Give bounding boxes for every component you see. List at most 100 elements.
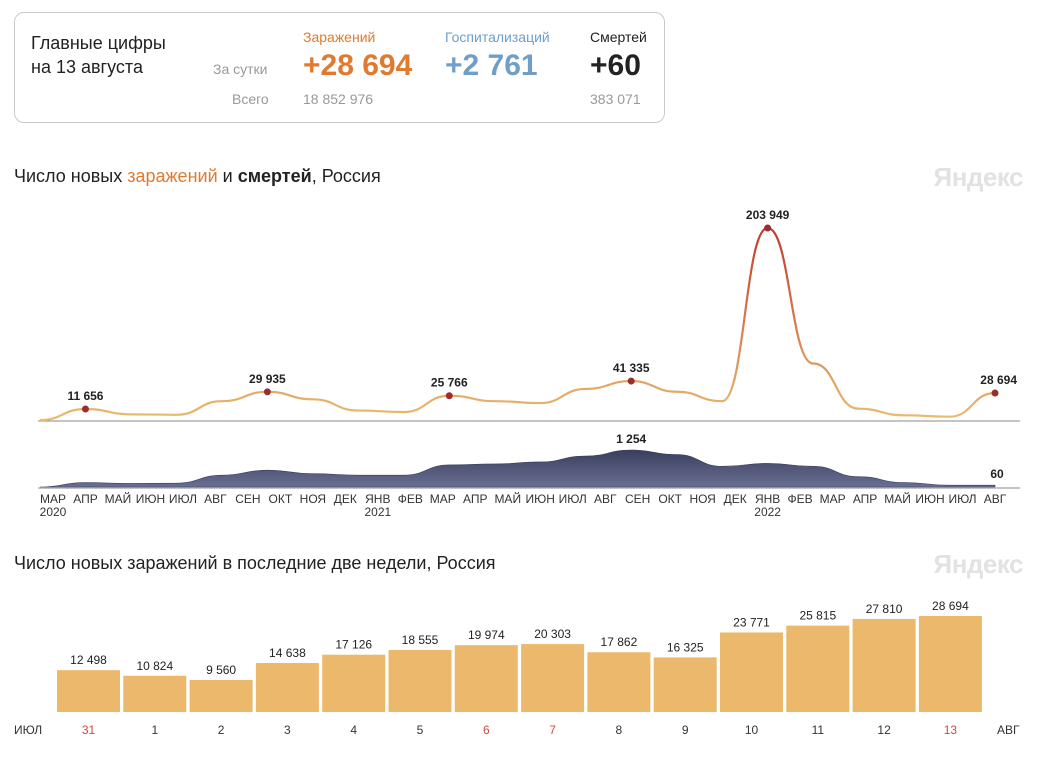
- day-tick-label: 4: [350, 723, 357, 737]
- month-tick-label: ИЮЛ: [169, 492, 197, 506]
- month-tick-label: МАР: [820, 492, 846, 506]
- row-total-label: Всего: [232, 91, 269, 107]
- month-tick-label: ОКТ: [269, 492, 293, 506]
- deaths-area: [39, 449, 996, 488]
- day-tick-label: 3: [284, 723, 291, 737]
- month-tick-label: НОЯ: [689, 492, 715, 506]
- month-tick-label: МАЙ: [105, 491, 132, 506]
- month-tick-label: ДЕК: [724, 492, 747, 506]
- yandex-logo-2: Яндекс: [933, 549, 1024, 579]
- infections-peak-label: 25 766: [431, 376, 468, 390]
- year-tick-label: 2021: [364, 505, 391, 519]
- month-tick-label: АПР: [73, 492, 98, 506]
- bar-value-label: 23 771: [733, 615, 770, 629]
- infections-peak-label: 203 949: [746, 208, 790, 222]
- chart1-title-part3: и: [217, 166, 238, 186]
- bar-value-label: 19 974: [468, 628, 505, 642]
- hospitalizations-label: Госпитализаций: [445, 29, 550, 45]
- bar: [388, 649, 452, 712]
- month-tick-label: АПР: [463, 492, 488, 506]
- day-tick-label: 12: [877, 723, 891, 737]
- bar: [454, 645, 518, 712]
- bar-value-label: 18 555: [402, 633, 439, 647]
- bar-value-label: 17 126: [335, 638, 372, 652]
- month-tick-label: ЯНВ: [365, 492, 390, 506]
- bar-value-label: 27 810: [866, 602, 903, 616]
- infections-peak-marker: [81, 405, 89, 413]
- chart1-title: Число новых заражений и смертей, Россия: [14, 166, 381, 187]
- month-tick-label: МАР: [430, 492, 456, 506]
- day-tick-label: 8: [616, 723, 623, 737]
- month-tick-label: АПР: [853, 492, 878, 506]
- bar-value-label: 12 498: [70, 653, 107, 667]
- infections-peak-label: 28 694: [980, 373, 1017, 387]
- month-tick-label: НОЯ: [300, 492, 326, 506]
- infections-line: [39, 226, 996, 422]
- bar: [322, 654, 386, 712]
- deaths-peak-label: 1 254: [616, 432, 646, 446]
- chart1-title-part5: , Россия: [311, 166, 381, 186]
- month-tick-label: ДЕК: [334, 492, 357, 506]
- bar: [786, 625, 850, 712]
- chart2-title: Число новых заражений в последние две не…: [14, 553, 496, 573]
- infections-peak-label: 29 935: [249, 372, 286, 386]
- infections-label: Заражений: [303, 29, 376, 45]
- bar-value-label: 10 824: [136, 659, 173, 673]
- infections-peak-marker: [627, 377, 635, 385]
- bar: [189, 680, 253, 712]
- month-tick-label: АВГ: [204, 492, 227, 506]
- chart1-title-infections: заражений: [127, 166, 218, 186]
- bar: [653, 657, 717, 712]
- two-week-bar-chart: 12 498 31 10 824 1 9 560 2 14 638 3 17 126 4 18 55…: [14, 599, 1020, 737]
- bar: [255, 663, 319, 712]
- month-tick-label: ЯНВ: [755, 492, 780, 506]
- month-left-label: ИЮЛ: [14, 723, 42, 737]
- infections-peak-label: 41 335: [613, 361, 650, 375]
- infections-deaths-chart: 11 656 29 935 25 766 41 335 203 949 28 694 1 …: [38, 208, 1020, 519]
- bar: [57, 670, 120, 712]
- month-tick-label: СЕН: [625, 492, 650, 506]
- bars-layer: 12 498 31 10 824 1 9 560 2 14 638 3 17 126 4 18 55…: [14, 599, 1020, 737]
- bar: [123, 675, 187, 712]
- month-tick-label: ИЮЛ: [559, 492, 587, 506]
- month-right-label: АВГ: [997, 723, 1020, 737]
- deaths-day-value: +60: [590, 49, 641, 82]
- yandex-logo-1: Яндекс: [933, 162, 1024, 192]
- chart1-title-deaths: смертей: [237, 166, 312, 186]
- bar: [587, 652, 651, 712]
- bar-value-label: 25 815: [799, 609, 836, 623]
- bar-value-label: 16 325: [667, 640, 704, 654]
- month-tick-label: ОКТ: [658, 492, 682, 506]
- bar-value-label: 9 560: [206, 663, 236, 677]
- summary-headline: Главные цифры на 13 августа: [31, 31, 166, 79]
- month-tick-label: СЕН: [235, 492, 260, 506]
- bar: [720, 632, 783, 712]
- infections-peak-marker: [445, 392, 453, 400]
- day-tick-label: 1: [151, 723, 158, 737]
- month-tick-label: ИЮН: [136, 492, 165, 506]
- month-tick-label: ИЮН: [915, 492, 944, 506]
- summary-headline-line1: Главные цифры: [31, 33, 166, 53]
- row-day-label: За сутки: [213, 61, 268, 77]
- bar-value-label: 14 638: [269, 646, 306, 660]
- deaths-layer: 1 254 60: [39, 432, 1004, 488]
- day-tick-label: 11: [812, 723, 825, 737]
- month-tick-label: АВГ: [984, 492, 1007, 506]
- infections-peak-marker: [991, 389, 999, 397]
- bar: [521, 644, 585, 712]
- infections-peak-label: 11 656: [67, 389, 103, 403]
- summary-headline-line2: на 13 августа: [31, 57, 143, 77]
- day-tick-label: 10: [745, 723, 759, 737]
- infections-day-value: +28 694: [303, 49, 413, 82]
- hospitalizations-day-value: +2 761: [445, 49, 538, 82]
- bar-value-label: 28 694: [932, 599, 969, 613]
- deaths-label: Смертей: [590, 29, 647, 45]
- infections-total-value: 18 852 976: [303, 91, 374, 107]
- deaths-total-value: 383 071: [590, 91, 641, 107]
- day-tick-label: 6: [483, 723, 490, 737]
- day-tick-label: 31: [82, 723, 96, 737]
- bar: [852, 618, 916, 712]
- month-axis: МАР АПР МАЙ ИЮН ИЮЛ АВГ СЕН ОКТ НОЯ ДЕК ЯНВ ФЕВ МАР А…: [40, 491, 1007, 519]
- deaths-peak-label: 60: [990, 467, 1004, 481]
- day-tick-label: 13: [944, 723, 958, 737]
